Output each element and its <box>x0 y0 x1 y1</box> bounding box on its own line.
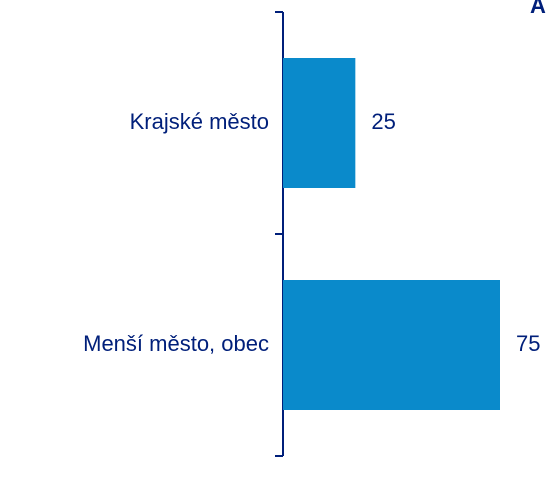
bar <box>283 280 500 410</box>
data-label: 75 <box>516 331 540 356</box>
category-label: Krajské město <box>130 109 269 134</box>
bar <box>283 58 356 188</box>
plot-area: Krajské město 25 Menší město, obec 75 <box>83 11 540 457</box>
category-label: Menší město, obec <box>83 331 269 356</box>
data-label: 25 <box>371 109 395 134</box>
corner-text: A <box>530 0 546 18</box>
